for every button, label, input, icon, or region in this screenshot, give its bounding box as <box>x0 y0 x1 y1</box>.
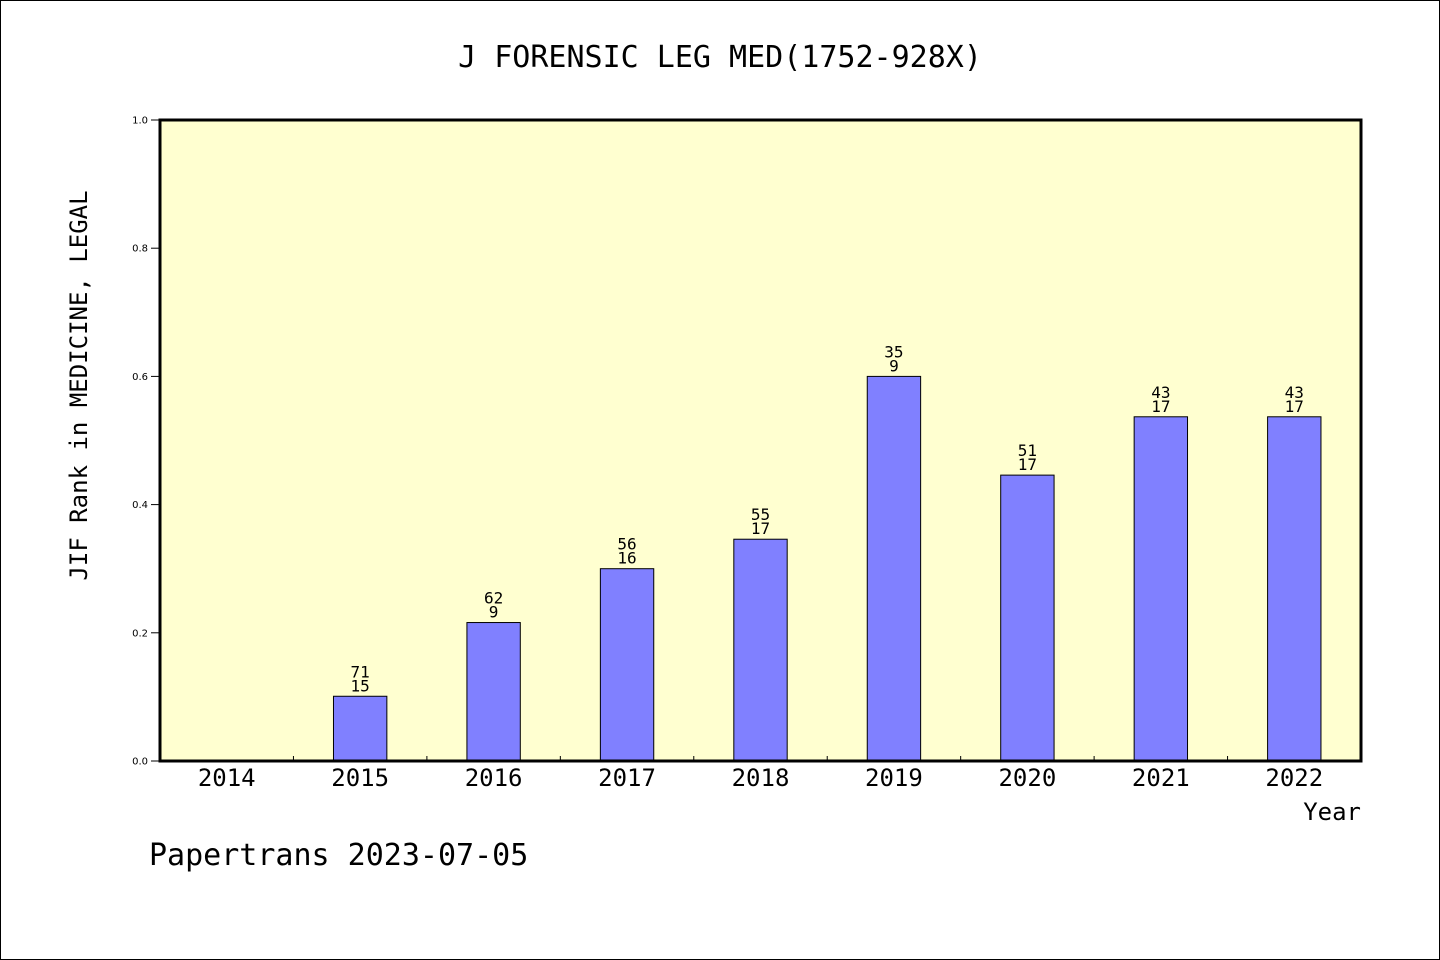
bar-label-top: 35 <box>884 342 903 361</box>
x-tick-label: 2021 <box>1132 764 1190 792</box>
y-tick-label: 0.0 <box>132 757 148 768</box>
x-tick-label: 2014 <box>198 764 256 792</box>
x-tick-label: 2017 <box>598 764 656 792</box>
x-tick-label: 2015 <box>331 764 389 792</box>
bar-label-bottom: 9 <box>489 603 499 622</box>
bar-label-top: 56 <box>617 535 636 554</box>
bar-label-bottom: 16 <box>617 549 636 568</box>
y-axis-ticks: 0.0 0.2 0.4 0.6 0.8 1.0 <box>132 116 160 768</box>
bar-label-top: 43 <box>1151 383 1170 402</box>
bar-label-top: 43 <box>1285 383 1304 402</box>
bar <box>466 622 521 762</box>
x-tick-label: 2022 <box>1265 764 1323 792</box>
footer-stamp: Papertrans 2023-07-05 <box>149 838 528 873</box>
plot-border <box>158 118 1363 763</box>
x-axis-ticks: 2014 2015 2016 2017 2018 2019 2020 2021 2022 <box>198 756 1323 792</box>
bar-label-bottom: 17 <box>1285 397 1304 416</box>
y-tick-label: 0.8 <box>132 244 148 255</box>
x-tick-label: 2016 <box>465 764 523 792</box>
bar-label-bottom: 9 <box>889 356 899 375</box>
bar <box>1267 416 1322 762</box>
bar-label-bottom: 15 <box>351 676 370 695</box>
bars <box>332 375 1322 762</box>
chart-title: J FORENSIC LEG MED(1752-928X) <box>458 40 982 75</box>
bar <box>733 538 788 762</box>
bar-label-top: 51 <box>1018 441 1037 460</box>
bar-label-bottom: 17 <box>751 519 770 538</box>
y-tick-label: 0.4 <box>132 500 148 511</box>
bar-label-top: 62 <box>484 589 503 608</box>
y-tick-label: 0.6 <box>132 372 148 383</box>
bar-label-bottom: 17 <box>1151 397 1170 416</box>
y-tick-label: 1.0 <box>132 116 148 127</box>
bar-label-bottom: 17 <box>1018 455 1037 474</box>
bar-label-top: 71 <box>351 662 370 681</box>
bar <box>332 695 388 762</box>
y-axis-label: JIF Rank in MEDICINE, LEGAL <box>65 190 93 580</box>
bar-label-top: 55 <box>751 505 770 524</box>
bar <box>1000 474 1055 762</box>
x-axis-label: Year <box>1303 798 1361 826</box>
bar <box>866 375 922 762</box>
x-tick-label: 2020 <box>998 764 1056 792</box>
bar <box>1133 416 1189 762</box>
x-tick-label: 2018 <box>732 764 790 792</box>
x-tick-label: 2019 <box>865 764 923 792</box>
y-tick-label: 0.2 <box>132 628 148 639</box>
bar <box>599 568 655 762</box>
